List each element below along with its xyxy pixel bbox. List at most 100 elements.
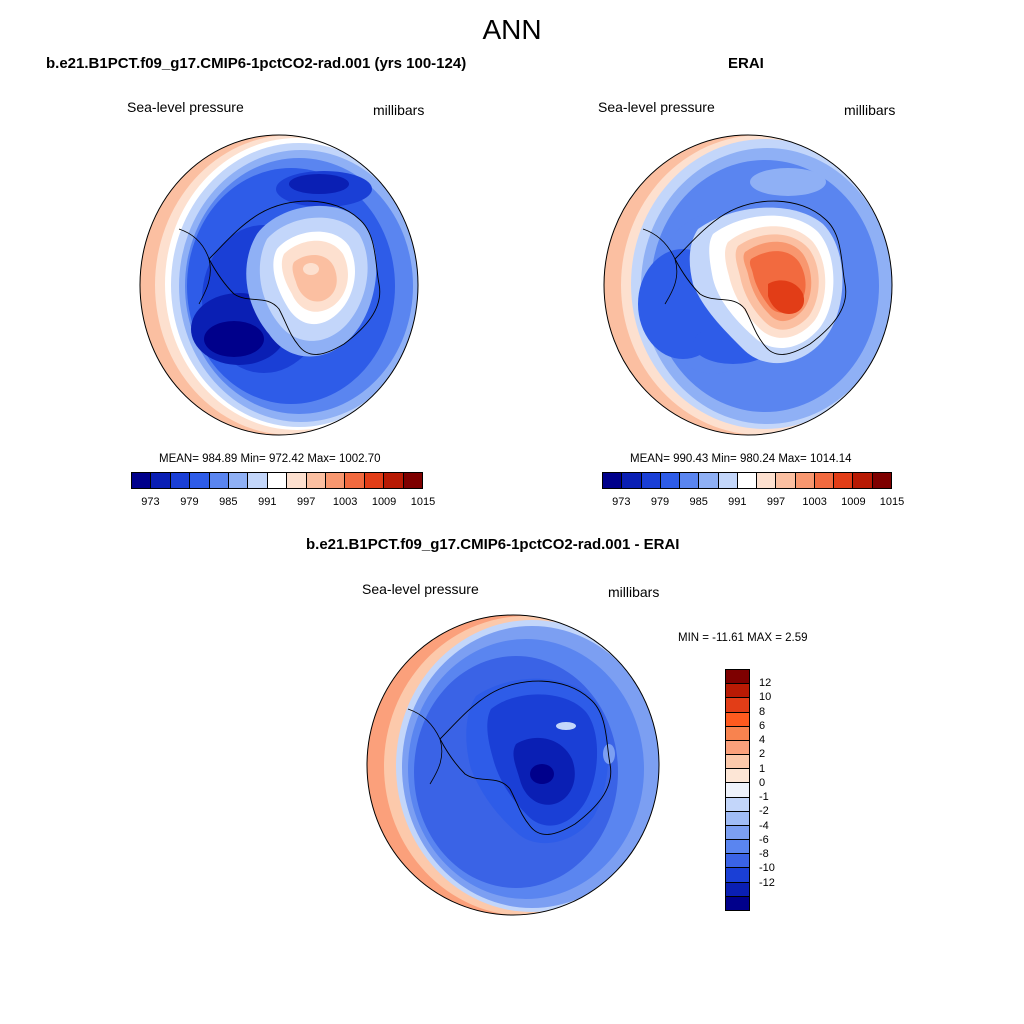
colorbar-swatch — [306, 473, 327, 488]
obs-colorbar-ticks: 973 979 985 991 997 1003 1009 1015 — [602, 496, 904, 510]
colorbar-tick-label: -4 — [759, 819, 769, 832]
colorbar-tick-label: 2 — [759, 748, 766, 761]
colorbar-tick-label: -8 — [759, 848, 769, 861]
colorbar-tick-label: 985 — [219, 496, 238, 508]
colorbar-swatch — [795, 473, 815, 488]
colorbar-swatch — [726, 840, 749, 855]
colorbar-swatch — [699, 473, 719, 488]
colorbar-swatch — [229, 473, 249, 488]
colorbar-tick-label: 1009 — [371, 496, 397, 508]
colorbar-swatch — [757, 473, 777, 488]
colorbar-tick-label: 0 — [759, 776, 766, 789]
model-stats: MEAN= 984.89 Min= 972.42 Max= 1002.70 — [159, 453, 381, 465]
colorbar-swatch — [726, 740, 749, 756]
colorbar-swatch — [726, 670, 749, 685]
colorbar-swatch — [267, 473, 288, 488]
obs-variable-label: Sea-level pressure — [598, 99, 715, 115]
colorbar-swatch — [726, 896, 749, 910]
colorbar-tick-label: 4 — [759, 734, 766, 747]
colorbar-swatch — [726, 825, 749, 841]
model-units-label: millibars — [373, 102, 425, 118]
model-panel-title: b.e21.B1PCT.f09_g17.CMIP6-1pctCO2-rad.00… — [46, 55, 467, 72]
colorbar-swatch — [151, 473, 171, 488]
colorbar-swatch — [403, 473, 423, 488]
diff-units-label: millibars — [608, 584, 660, 600]
colorbar-swatch — [726, 797, 749, 812]
diff-colorbar-ticks: 12 10 8 6 4 2 1 0 -1 -2 -4 -6 -8 -10 -12 — [759, 669, 799, 911]
diff-panel-title: b.e21.B1PCT.f09_g17.CMIP6-1pctCO2-rad.00… — [306, 536, 680, 553]
colorbar-swatch — [776, 473, 796, 488]
colorbar-tick-label: -2 — [759, 805, 769, 818]
colorbar-tick-label: 979 — [650, 496, 670, 508]
colorbar-swatch — [726, 712, 749, 727]
colorbar-swatch — [603, 473, 623, 488]
colorbar-tick-label: 1003 — [332, 496, 358, 508]
colorbar-swatch — [737, 473, 758, 488]
colorbar-tick-label: 991 — [728, 496, 747, 508]
model-variable-label: Sea-level pressure — [127, 99, 244, 115]
colorbar-tick-label: 991 — [258, 496, 277, 508]
colorbar-swatch — [726, 882, 749, 897]
colorbar-swatch — [287, 473, 307, 488]
colorbar-tick-label: 1003 — [802, 496, 827, 508]
colorbar-swatch — [726, 854, 749, 869]
obs-colorbar — [602, 472, 892, 489]
diff-colorbar — [725, 669, 750, 911]
colorbar-tick-label: 997 — [297, 496, 316, 508]
colorbar-tick-label: 1009 — [841, 496, 866, 508]
colorbar-swatch — [726, 698, 749, 713]
colorbar-swatch — [384, 473, 404, 488]
colorbar-swatch — [326, 473, 346, 488]
colorbar-swatch — [190, 473, 210, 488]
colorbar-tick-label: 10 — [759, 691, 772, 704]
colorbar-tick-label: 1015 — [410, 496, 436, 508]
diff-stats: MIN = -11.61 MAX = 2.59 — [678, 632, 808, 644]
colorbar-swatch — [641, 473, 661, 488]
colorbar-swatch — [726, 868, 749, 883]
model-map — [139, 134, 419, 436]
obs-units-label: millibars — [844, 102, 896, 118]
colorbar-swatch — [718, 473, 738, 488]
colorbar-swatch — [726, 769, 749, 784]
colorbar-swatch — [726, 726, 749, 741]
colorbar-tick-label: 973 — [612, 496, 631, 508]
colorbar-tick-label: 979 — [180, 496, 199, 508]
colorbar-tick-label: -10 — [759, 862, 775, 875]
colorbar-swatch — [364, 473, 385, 488]
colorbar-tick-label: 12 — [759, 677, 772, 690]
colorbar-swatch — [872, 473, 891, 488]
colorbar-swatch — [834, 473, 854, 488]
obs-map — [603, 134, 893, 436]
colorbar-swatch — [726, 811, 749, 826]
diff-map — [366, 614, 660, 916]
colorbar-tick-label: 997 — [766, 496, 786, 508]
colorbar-swatch — [680, 473, 700, 488]
main-title: ANN — [482, 14, 542, 45]
colorbar-swatch — [209, 473, 230, 488]
obs-stats: MEAN= 990.43 Min= 980.24 Max= 1014.14 — [630, 453, 852, 465]
colorbar-tick-label: 985 — [689, 496, 708, 508]
colorbar-swatch — [170, 473, 191, 488]
colorbar-tick-label: 1 — [759, 762, 766, 775]
diff-variable-label: Sea-level pressure — [362, 581, 479, 597]
colorbar-swatch — [132, 473, 152, 488]
obs-panel-title: ERAI — [728, 55, 764, 72]
colorbar-swatch — [660, 473, 681, 488]
colorbar-swatch — [814, 473, 835, 488]
colorbar-swatch — [726, 783, 749, 798]
colorbar-tick-label: 6 — [759, 719, 766, 732]
colorbar-tick-label: -1 — [759, 791, 769, 804]
colorbar-tick-label: 973 — [141, 496, 160, 508]
model-colorbar-ticks: 973 979 985 991 997 1003 1009 1015 — [131, 496, 435, 510]
colorbar-tick-label: 8 — [759, 705, 766, 718]
model-colorbar — [131, 472, 423, 489]
colorbar-tick-label: 1015 — [879, 496, 905, 508]
colorbar-swatch — [622, 473, 642, 488]
colorbar-swatch — [853, 473, 873, 488]
colorbar-tick-label: -6 — [759, 833, 769, 846]
colorbar-swatch — [726, 755, 749, 770]
colorbar-swatch — [345, 473, 365, 488]
colorbar-tick-label: -12 — [759, 876, 775, 889]
colorbar-swatch — [726, 684, 749, 699]
colorbar-swatch — [248, 473, 268, 488]
